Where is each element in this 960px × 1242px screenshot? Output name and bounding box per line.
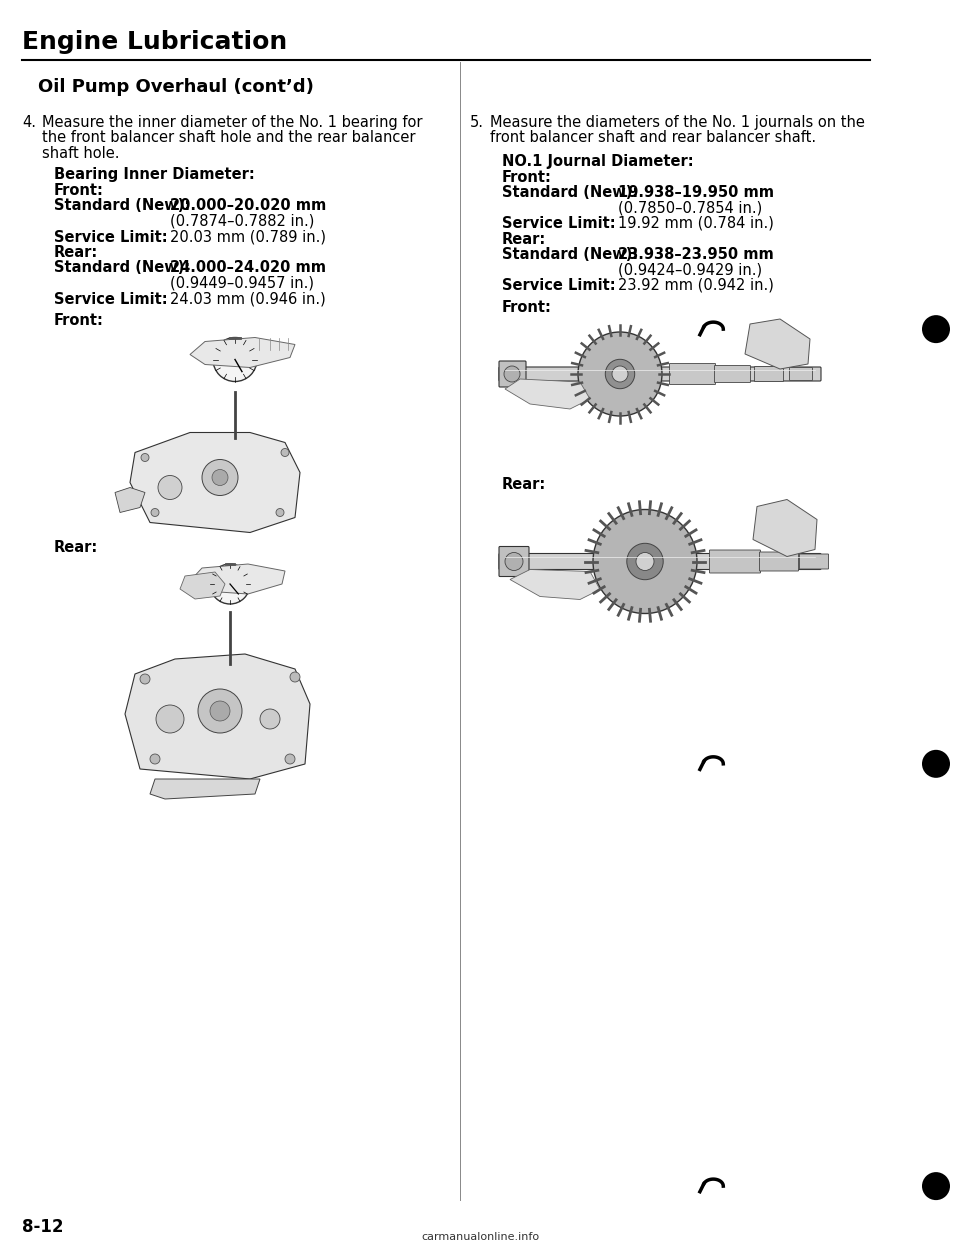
Circle shape xyxy=(290,672,300,682)
Polygon shape xyxy=(125,655,310,779)
Circle shape xyxy=(213,338,257,381)
Circle shape xyxy=(922,1172,950,1200)
Text: the front balancer shaft hole and the rear balancer: the front balancer shaft hole and the re… xyxy=(42,130,416,145)
Circle shape xyxy=(260,709,280,729)
Circle shape xyxy=(158,476,182,499)
Text: Front:: Front: xyxy=(502,299,552,314)
Text: Standard (New):: Standard (New): xyxy=(502,247,638,262)
Circle shape xyxy=(151,508,159,517)
Text: Oil Pump Overhaul (cont’d): Oil Pump Overhaul (cont’d) xyxy=(38,78,314,96)
Text: 23.938–23.950 mm: 23.938–23.950 mm xyxy=(618,247,774,262)
FancyBboxPatch shape xyxy=(759,551,799,571)
Polygon shape xyxy=(190,564,285,594)
Circle shape xyxy=(156,705,184,733)
Polygon shape xyxy=(180,573,225,599)
Text: Rear:: Rear: xyxy=(54,539,98,554)
Polygon shape xyxy=(745,319,810,369)
FancyBboxPatch shape xyxy=(499,361,526,388)
Text: 24.03 mm (0.946 in.): 24.03 mm (0.946 in.) xyxy=(170,292,325,307)
Circle shape xyxy=(198,689,242,733)
Text: Front:: Front: xyxy=(502,169,552,185)
Circle shape xyxy=(922,315,950,343)
Text: Service Limit:: Service Limit: xyxy=(54,230,168,245)
Circle shape xyxy=(606,359,635,389)
FancyBboxPatch shape xyxy=(789,368,812,380)
Text: NO.1 Journal Diameter:: NO.1 Journal Diameter: xyxy=(502,154,694,169)
Circle shape xyxy=(285,754,295,764)
Text: Front:: Front: xyxy=(54,313,104,328)
Text: shaft hole.: shaft hole. xyxy=(42,147,119,161)
Text: 24.000–24.020 mm: 24.000–24.020 mm xyxy=(170,261,326,276)
Circle shape xyxy=(578,332,662,416)
Circle shape xyxy=(593,509,697,614)
Text: 8-12: 8-12 xyxy=(22,1218,63,1236)
Text: Rear:: Rear: xyxy=(502,477,546,492)
Circle shape xyxy=(276,508,284,517)
Text: 19.92 mm (0.784 in.): 19.92 mm (0.784 in.) xyxy=(618,216,774,231)
Circle shape xyxy=(210,700,230,722)
Text: Standard (New):: Standard (New): xyxy=(54,199,190,214)
FancyBboxPatch shape xyxy=(714,365,751,383)
Text: Front:: Front: xyxy=(54,183,104,197)
Circle shape xyxy=(504,366,520,383)
Circle shape xyxy=(636,553,654,570)
Text: (0.7850–0.7854 in.): (0.7850–0.7854 in.) xyxy=(618,200,762,216)
FancyBboxPatch shape xyxy=(499,366,821,381)
Circle shape xyxy=(505,553,523,570)
Circle shape xyxy=(210,564,250,604)
Circle shape xyxy=(922,750,950,777)
Text: carmanualonline.info: carmanualonline.info xyxy=(420,1232,540,1242)
Text: Engine Lubrication: Engine Lubrication xyxy=(22,30,287,53)
Text: Service Limit:: Service Limit: xyxy=(54,292,168,307)
Circle shape xyxy=(281,448,289,457)
Polygon shape xyxy=(510,570,600,600)
Circle shape xyxy=(150,754,160,764)
Circle shape xyxy=(140,674,150,684)
FancyBboxPatch shape xyxy=(499,546,529,576)
Polygon shape xyxy=(505,379,590,409)
Text: Service Limit:: Service Limit: xyxy=(502,278,615,293)
Text: Rear:: Rear: xyxy=(502,231,546,246)
Circle shape xyxy=(141,453,149,462)
Circle shape xyxy=(612,366,628,383)
Text: (0.9449–0.9457 in.): (0.9449–0.9457 in.) xyxy=(170,276,314,291)
Text: 4.: 4. xyxy=(22,116,36,130)
Polygon shape xyxy=(753,499,817,556)
Text: Measure the inner diameter of the No. 1 bearing for: Measure the inner diameter of the No. 1 … xyxy=(42,116,422,130)
FancyBboxPatch shape xyxy=(755,366,783,381)
Polygon shape xyxy=(115,488,145,513)
FancyBboxPatch shape xyxy=(669,364,715,385)
Text: 19.938–19.950 mm: 19.938–19.950 mm xyxy=(618,185,774,200)
Text: 23.92 mm (0.942 in.): 23.92 mm (0.942 in.) xyxy=(618,278,774,293)
Text: (0.9424–0.9429 in.): (0.9424–0.9429 in.) xyxy=(618,262,762,277)
FancyBboxPatch shape xyxy=(800,554,828,569)
FancyBboxPatch shape xyxy=(709,550,760,573)
Circle shape xyxy=(627,543,663,580)
Text: 20.000–20.020 mm: 20.000–20.020 mm xyxy=(170,199,326,214)
Text: (0.7874–0.7882 in.): (0.7874–0.7882 in.) xyxy=(170,214,314,229)
Text: Bearing Inner Diameter:: Bearing Inner Diameter: xyxy=(54,168,254,183)
Polygon shape xyxy=(130,432,300,533)
Text: Rear:: Rear: xyxy=(54,245,98,260)
Text: Standard (New):: Standard (New): xyxy=(54,261,190,276)
Text: 5.: 5. xyxy=(470,116,484,130)
FancyBboxPatch shape xyxy=(499,554,821,570)
Text: 20.03 mm (0.789 in.): 20.03 mm (0.789 in.) xyxy=(170,230,326,245)
Polygon shape xyxy=(190,338,295,368)
Text: Measure the diameters of the No. 1 journals on the: Measure the diameters of the No. 1 journ… xyxy=(490,116,865,130)
Polygon shape xyxy=(150,779,260,799)
Text: front balancer shaft and rear balancer shaft.: front balancer shaft and rear balancer s… xyxy=(490,130,816,145)
Text: Standard (New):: Standard (New): xyxy=(502,185,638,200)
Text: Service Limit:: Service Limit: xyxy=(502,216,615,231)
Circle shape xyxy=(212,469,228,486)
Circle shape xyxy=(202,460,238,496)
FancyBboxPatch shape xyxy=(110,333,330,528)
